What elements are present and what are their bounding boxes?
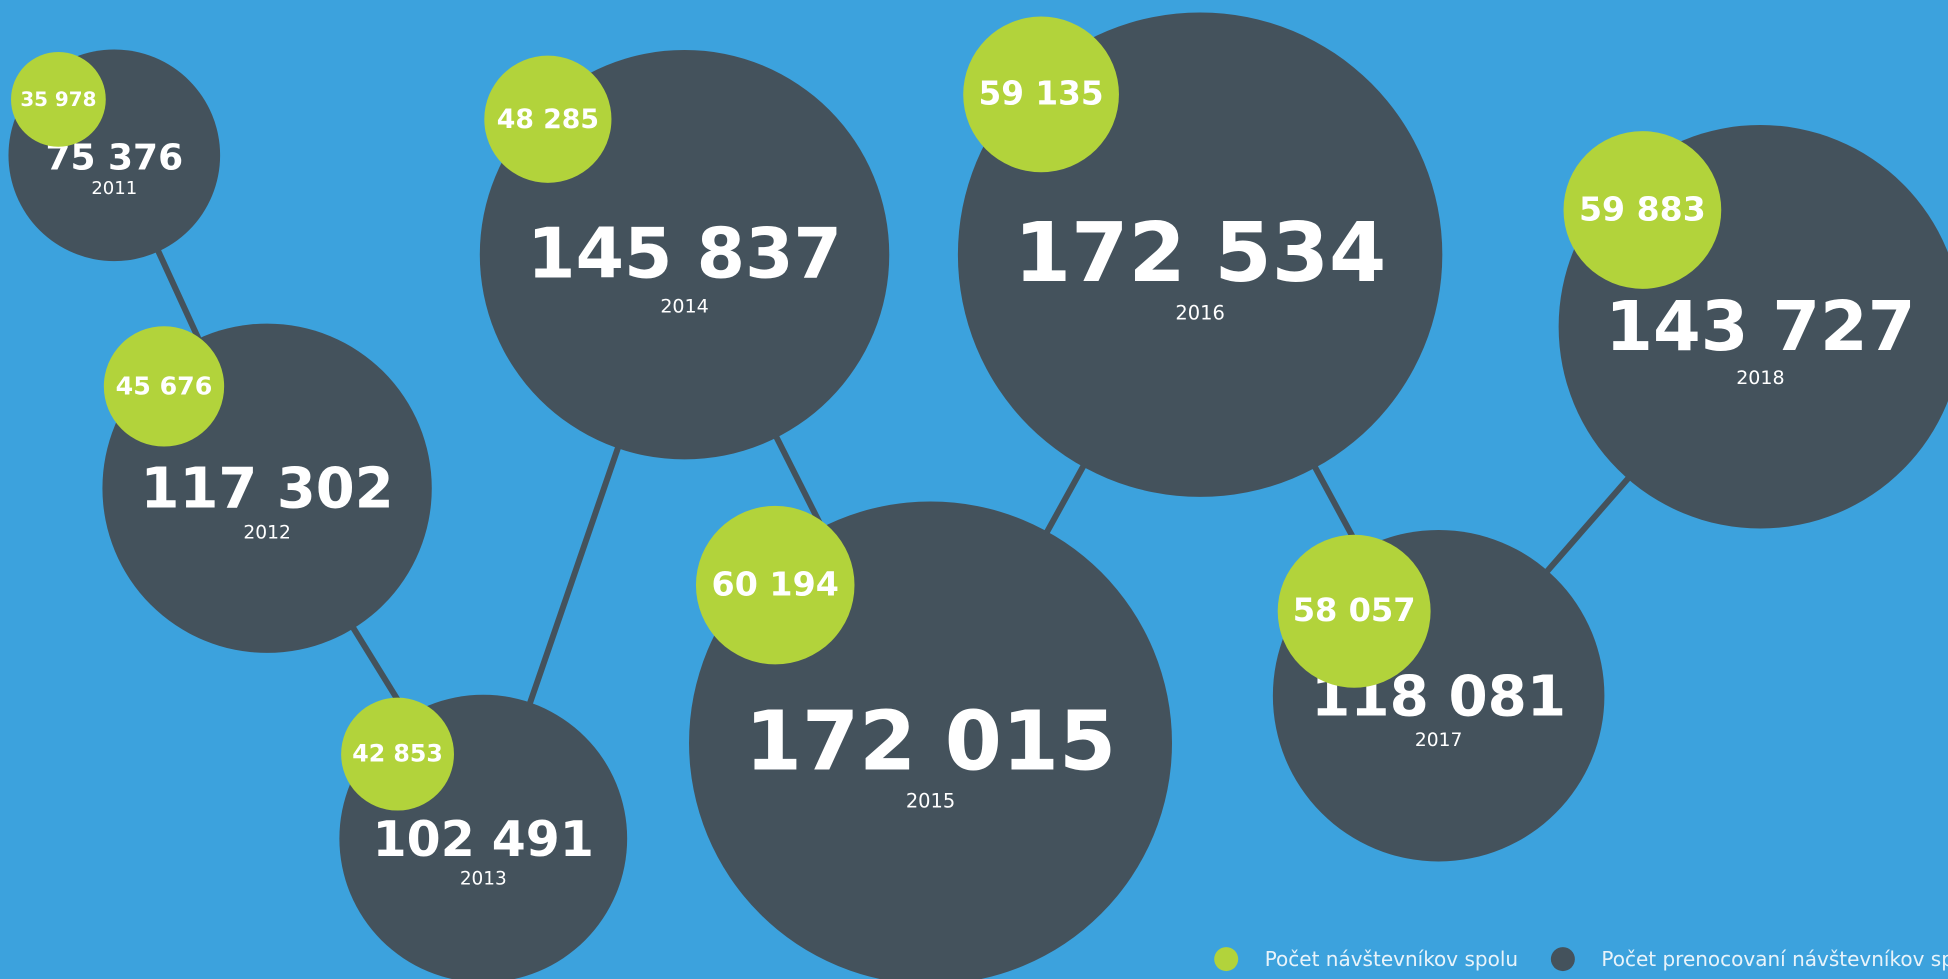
bubble-green xyxy=(963,16,1119,173)
year-label: 2016 xyxy=(1175,301,1224,324)
bubble-green xyxy=(11,52,106,147)
bubble-green xyxy=(695,505,855,665)
value-label: 45 676 xyxy=(116,371,213,400)
bubble-green xyxy=(103,326,225,447)
year-label: 2013 xyxy=(460,868,507,889)
value-label: 117 302 xyxy=(141,456,394,521)
bubble-green xyxy=(1277,534,1431,688)
legend-label: Počet prenocovaní návštevníkov spolu xyxy=(1601,947,1948,971)
year-label: 2015 xyxy=(906,790,955,813)
value-label: 143 727 xyxy=(1605,287,1915,367)
legend-swatch xyxy=(1214,947,1239,972)
value-label: 59 883 xyxy=(1579,189,1706,228)
value-label: 59 135 xyxy=(979,74,1104,112)
year-label: 2018 xyxy=(1736,367,1784,389)
year-label: 2014 xyxy=(660,295,708,317)
value-label: 35 978 xyxy=(20,88,96,111)
legend-swatch xyxy=(1550,947,1575,972)
bubble-green xyxy=(484,55,612,183)
legend-label: Počet návštevníkov spolu xyxy=(1265,947,1518,971)
value-label: 172 015 xyxy=(745,694,1116,789)
year-label: 2011 xyxy=(91,178,137,199)
value-label: 102 491 xyxy=(373,811,594,868)
value-label: 145 837 xyxy=(527,214,842,295)
value-label: 48 285 xyxy=(497,104,599,135)
year-label: 2012 xyxy=(243,523,290,544)
value-label: 172 534 xyxy=(1014,206,1386,301)
value-label: 42 853 xyxy=(352,740,443,768)
value-label: 58 057 xyxy=(1293,591,1416,629)
bubble-green xyxy=(1563,131,1722,289)
value-label: 60 194 xyxy=(712,565,839,604)
year-label: 2017 xyxy=(1415,730,1462,751)
bubble-green xyxy=(341,697,454,811)
